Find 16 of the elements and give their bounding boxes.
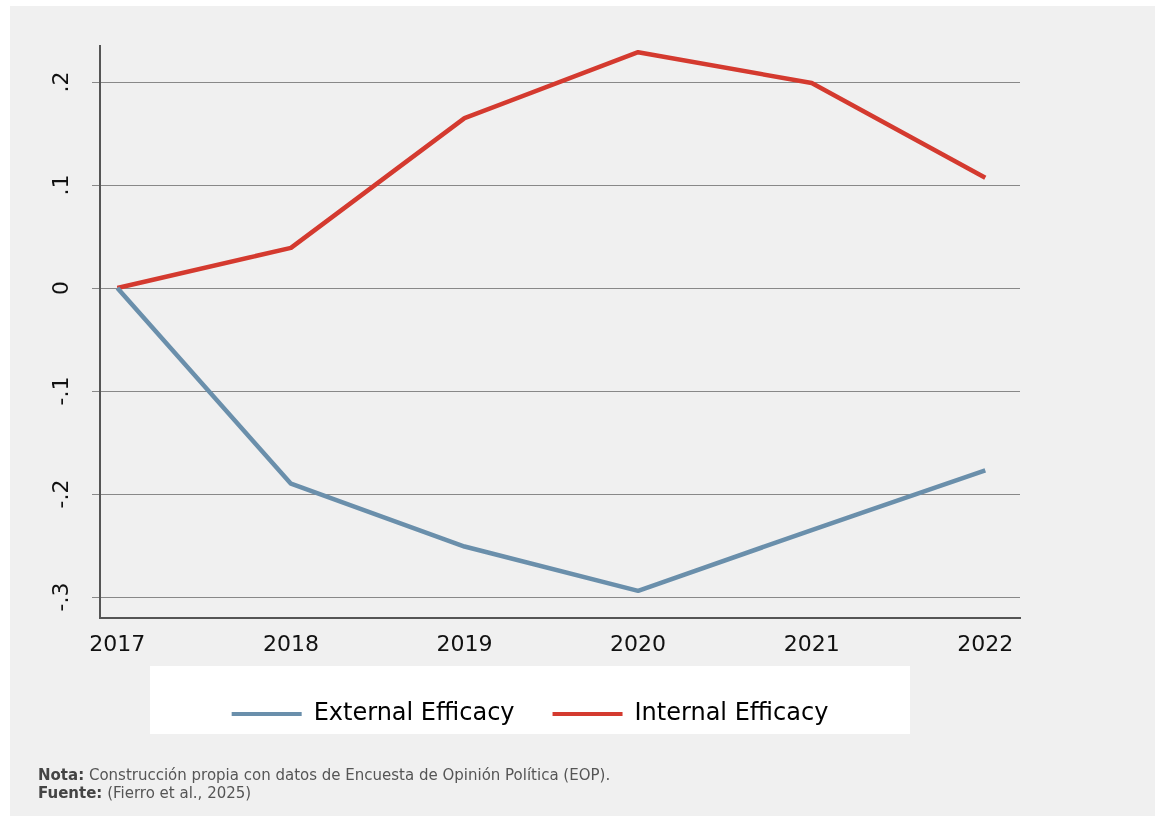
x-tick-label: 2019: [436, 630, 493, 656]
legend-label: Internal Efficacy: [634, 698, 829, 727]
legend-label: External Efficacy: [313, 698, 515, 727]
y-tick-label: .2: [47, 71, 73, 93]
x-tick-label: 2021: [783, 630, 840, 656]
x-tick-label: 2020: [610, 630, 667, 656]
x-tick-label: 2017: [89, 630, 146, 656]
y-tick-label: -.1: [47, 376, 73, 406]
y-tick-label: -.3: [47, 582, 73, 612]
y-tick-label: -.2: [47, 479, 73, 509]
y-tick-label: .1: [47, 174, 73, 196]
text: Nota: Construcción propia con datos de Encuesta de Opinión Política (EOP).: [38, 766, 611, 784]
x-tick-label: 2018: [262, 630, 319, 656]
source-note: Fuente: (Fierro et al., 2025): [38, 784, 253, 802]
y-tick-label: 0: [47, 281, 73, 296]
x-tick-label: 2022: [957, 630, 1014, 656]
